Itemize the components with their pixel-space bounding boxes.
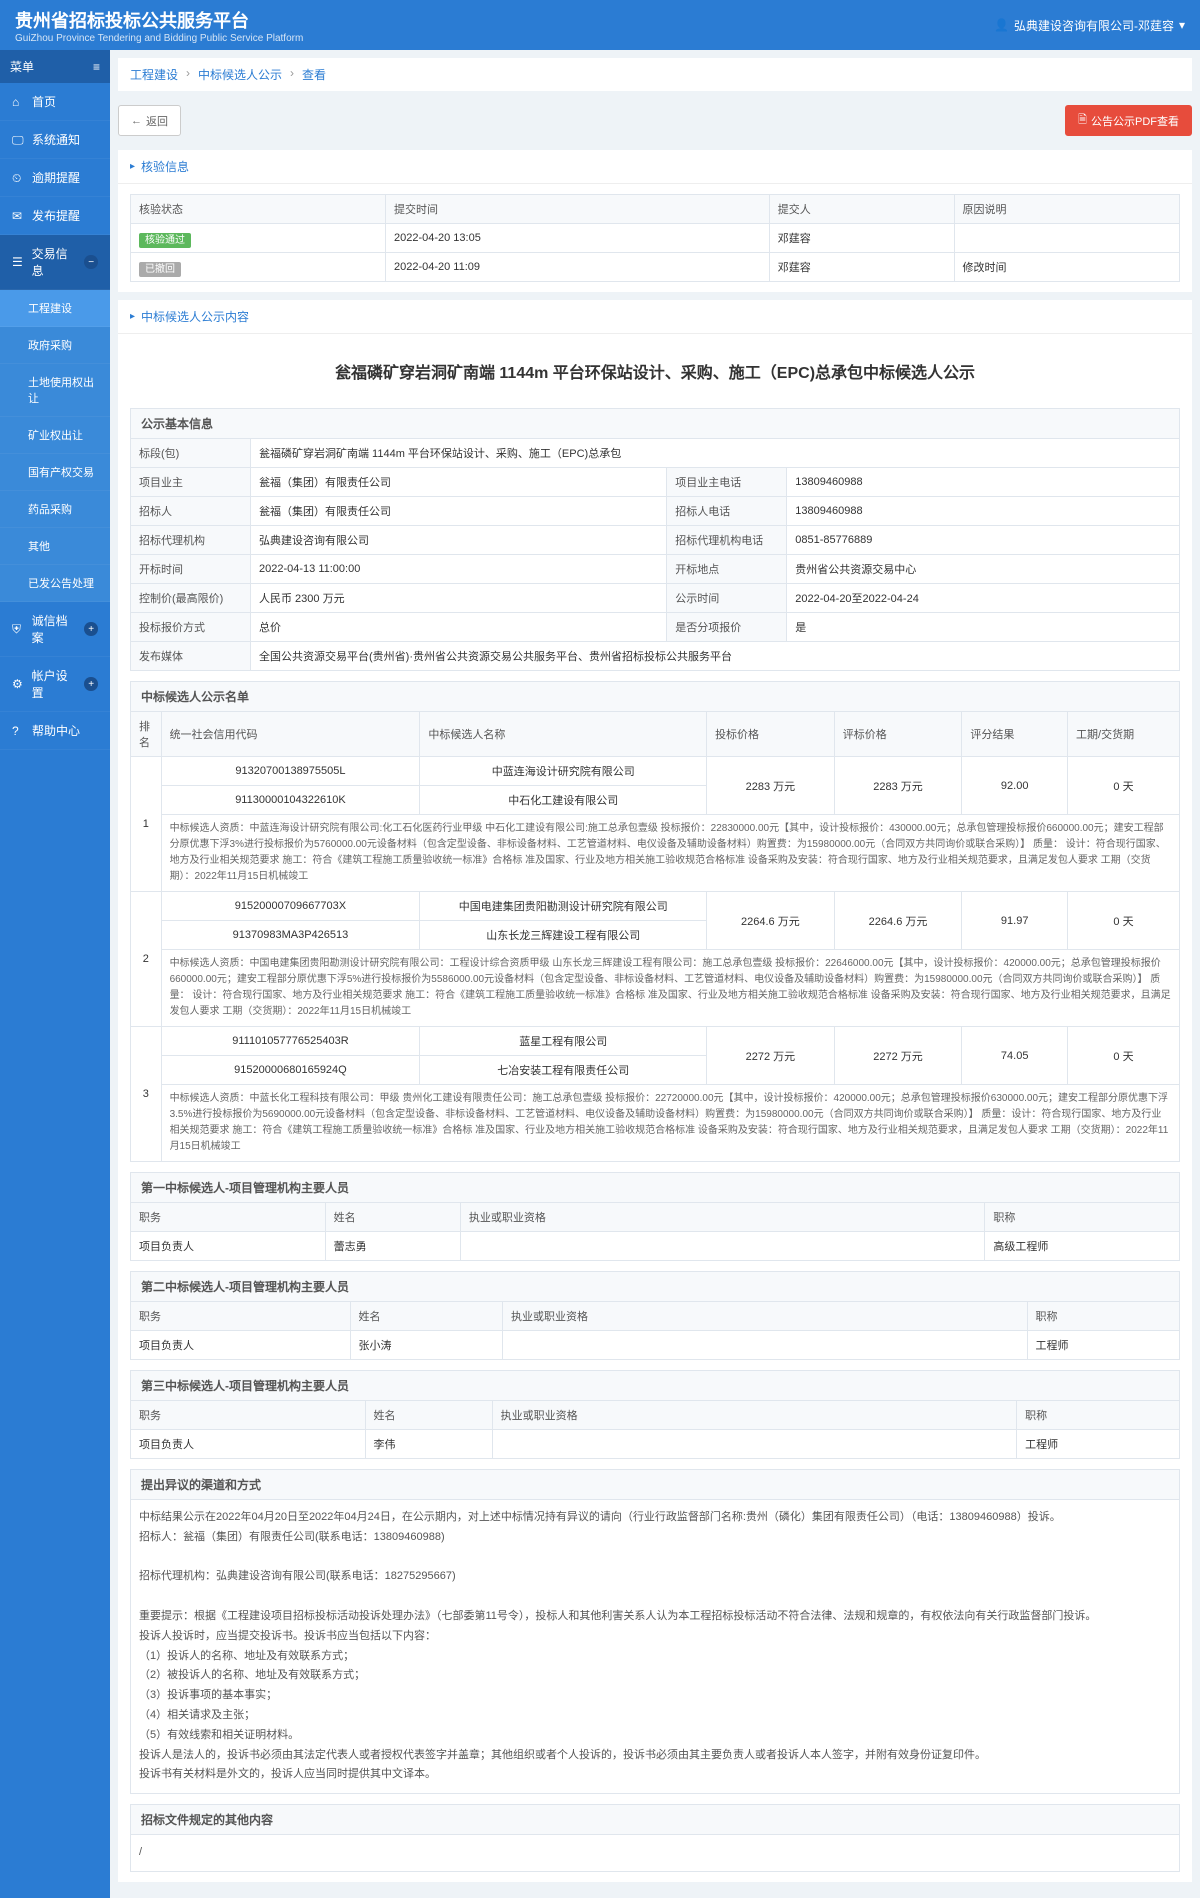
content-panel: 中标候选人公示内容 瓮福磷矿穿岩洞矿南端 1144m 平台环保站设计、采购、施工… [118, 300, 1192, 1882]
user-icon: 👤 [994, 18, 1009, 32]
menu-collapse-icon[interactable]: ≡ [93, 60, 100, 74]
sidebar-subitem[interactable]: 国有产权交易 [0, 454, 110, 491]
sidebar-subitem[interactable]: 药品采购 [0, 491, 110, 528]
user-name: 弘典建设咨询有限公司-邓莛容 [1014, 17, 1174, 34]
back-button[interactable]: ← 返回 [118, 105, 181, 136]
sidebar: 菜单 ≡ ⌂ 首页 🖵 系统通知 ⏲ 逾期提醒 ✉ 发布提醒 ☰ 交易信息− 工程建设政府采购土地使… [0, 50, 110, 1898]
sidebar-subitem[interactable]: 工程建设 [0, 290, 110, 327]
breadcrumb-item[interactable]: 工程建设 [130, 66, 178, 83]
sidebar-item[interactable]: ⚙ 帐户设置 + [0, 657, 110, 712]
sidebar-label: 首页 [32, 93, 56, 110]
sidebar-subitem[interactable]: 其他 [0, 528, 110, 565]
sidebar-item[interactable]: ⛨ 诚信档案 + [0, 602, 110, 657]
toolbar: ← 返回 🗎 公告公示PDF查看 [118, 99, 1192, 142]
home-icon: ⌂ [12, 95, 26, 109]
sidebar-label: 发布提醒 [32, 207, 80, 224]
sidebar-item[interactable]: ☰ 交易信息− [0, 235, 110, 290]
verify-table: 核验状态提交时间提交人原因说明 核验通过2022-04-20 13:05邓莛容已… [130, 194, 1180, 282]
other-title: 招标文件规定的其他内容 [130, 1804, 1180, 1834]
personnel-section-title: 第一中标候选人-项目管理机构主要人员 [130, 1172, 1180, 1202]
expand-icon: + [84, 622, 98, 636]
sidebar-item[interactable]: ✉ 发布提醒 [0, 197, 110, 235]
clock-icon: ⏲ [12, 171, 26, 185]
sidebar-item[interactable]: 🖵 系统通知 [0, 121, 110, 159]
sidebar-label: 交易信息 [32, 245, 79, 279]
help-icon: ? [12, 724, 26, 738]
breadcrumb: 工程建设 › 中标候选人公示 › 查看 [118, 58, 1192, 91]
content-panel-header: 中标候选人公示内容 [118, 300, 1192, 334]
candidates-table: 排名统一社会信用代码中标候选人名称投标价格评标价格评分结果工期/交货期 1913… [130, 711, 1180, 1162]
shield-icon: ⛨ [12, 622, 26, 636]
sidebar-subitem[interactable]: 矿业权出让 [0, 417, 110, 454]
send-icon: ✉ [12, 209, 26, 223]
sidebar-label: 逾期提醒 [32, 169, 80, 186]
notice-title: 瓮福磷矿穿岩洞矿南端 1144m 平台环保站设计、采购、施工（EPC)总承包中标… [130, 344, 1180, 398]
status-badge: 核验通过 [139, 233, 191, 248]
site-title: 贵州省招标投标公共服务平台 [15, 7, 303, 33]
menu-label: 菜单 [10, 58, 34, 75]
sidebar-item[interactable]: ⏲ 逾期提醒 [0, 159, 110, 197]
status-badge: 已撤回 [139, 262, 181, 277]
sidebar-item[interactable]: ⌂ 首页 [0, 83, 110, 121]
sidebar-label: 帐户设置 [32, 667, 79, 701]
main-content: 工程建设 › 中标候选人公示 › 查看 ← 返回 🗎 公告公示PDF查看 核验信… [110, 50, 1200, 1898]
other-text: / [131, 1835, 1180, 1872]
objection-title: 提出异议的渠道和方式 [130, 1469, 1180, 1499]
site-subtitle: GuiZhou Province Tendering and Bidding P… [15, 33, 303, 44]
candidates-title: 中标候选人公示名单 [130, 681, 1180, 711]
breadcrumb-item[interactable]: 中标候选人公示 [198, 66, 282, 83]
chevron-down-icon: ▾ [1179, 18, 1185, 32]
expand-icon: − [84, 255, 98, 269]
menu-header: 菜单 ≡ [0, 50, 110, 83]
monitor-icon: 🖵 [12, 133, 26, 147]
header: 贵州省招标投标公共服务平台 GuiZhou Province Tendering… [0, 0, 1200, 50]
sidebar-item[interactable]: ? 帮助中心 [0, 712, 110, 750]
pdf-view-button[interactable]: 🗎 公告公示PDF查看 [1065, 105, 1192, 136]
sidebar-label: 系统通知 [32, 131, 80, 148]
sidebar-subitem[interactable]: 土地使用权出让 [0, 364, 110, 417]
verify-panel: 核验信息 核验状态提交时间提交人原因说明 核验通过2022-04-20 13:0… [118, 150, 1192, 292]
verify-panel-header: 核验信息 [118, 150, 1192, 184]
personnel-section-title: 第三中标候选人-项目管理机构主要人员 [130, 1370, 1180, 1400]
expand-icon: + [84, 677, 98, 691]
gear-icon: ⚙ [12, 677, 26, 691]
breadcrumb-item: 查看 [302, 66, 326, 83]
user-info[interactable]: 👤 弘典建设咨询有限公司-邓莛容 ▾ [994, 17, 1185, 34]
sidebar-label: 诚信档案 [32, 612, 79, 646]
list-icon: ☰ [12, 255, 26, 269]
sidebar-label: 帮助中心 [32, 722, 80, 739]
basic-info-title: 公示基本信息 [130, 408, 1180, 438]
sidebar-subitem[interactable]: 政府采购 [0, 327, 110, 364]
sidebar-subitem[interactable]: 已发公告处理 [0, 565, 110, 602]
basic-info-table: 标段(包)瓮福磷矿穿岩洞矿南端 1144m 平台环保站设计、采购、施工（EPC)… [130, 438, 1180, 671]
personnel-section-title: 第二中标候选人-项目管理机构主要人员 [130, 1271, 1180, 1301]
objection-text: 中标结果公示在2022年04月20日至2022年04月24日，在公示期内，对上述… [131, 1500, 1180, 1794]
